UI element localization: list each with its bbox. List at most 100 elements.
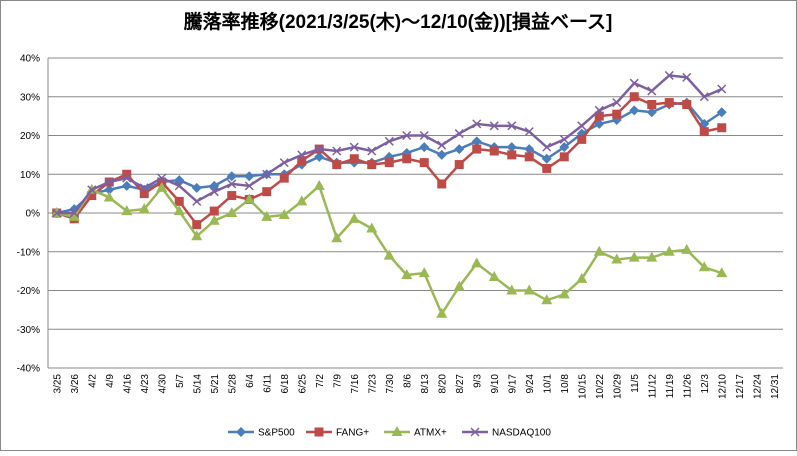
- marker: [419, 142, 430, 153]
- x-tick-label: 12/10: [717, 374, 728, 399]
- marker: [716, 267, 728, 278]
- marker: [244, 181, 254, 191]
- marker: [542, 163, 552, 173]
- marker: [173, 205, 185, 216]
- series: [51, 179, 728, 318]
- marker: [681, 243, 693, 254]
- marker: [488, 270, 500, 281]
- marker: [717, 123, 727, 133]
- x-tick-label: 12/24: [752, 374, 763, 399]
- marker: [559, 142, 570, 153]
- y-tick-label: 0%: [26, 209, 41, 220]
- marker: [297, 150, 307, 160]
- marker: [121, 205, 133, 216]
- x-tick-label: 4/30: [157, 374, 168, 394]
- x-tick-label: 6/4: [245, 374, 256, 388]
- marker: [68, 210, 80, 221]
- marker: [366, 222, 378, 233]
- marker: [524, 127, 534, 137]
- marker: [191, 182, 202, 193]
- marker: [384, 158, 394, 168]
- x-tick-label: 6/25: [297, 374, 308, 394]
- x-tick-label: 10/15: [577, 374, 588, 399]
- marker: [472, 144, 482, 154]
- marker: [524, 152, 534, 162]
- marker: [156, 181, 168, 192]
- marker: [401, 269, 413, 279]
- marker: [314, 151, 325, 162]
- x-tick-label: 8/13: [420, 374, 431, 394]
- x-tick-label: 4/16: [122, 374, 133, 394]
- marker: [226, 207, 238, 217]
- marker: [349, 142, 359, 152]
- marker: [628, 251, 640, 262]
- marker: [209, 206, 219, 216]
- marker: [611, 253, 623, 264]
- marker: [122, 169, 132, 179]
- x-tick-label: 4/23: [140, 374, 151, 394]
- marker: [454, 144, 465, 155]
- marker: [383, 249, 395, 260]
- y-tick-label: -40%: [17, 364, 40, 375]
- marker: [69, 208, 79, 218]
- marker: [699, 127, 709, 137]
- marker: [402, 154, 412, 164]
- x-tick-label: 3/26: [70, 374, 81, 394]
- marker: [594, 111, 604, 121]
- marker: [454, 129, 464, 139]
- marker: [236, 427, 246, 437]
- marker: [506, 142, 517, 153]
- marker: [208, 214, 220, 225]
- marker: [332, 146, 342, 156]
- marker: [278, 208, 290, 219]
- marker: [227, 191, 237, 201]
- marker: [577, 121, 587, 131]
- marker: [243, 193, 255, 204]
- y-tick-label: 30%: [20, 92, 40, 103]
- chart-title: 騰落率推移(2021/3/25(木)～12/10(金))[損益ベース]: [183, 10, 613, 33]
- marker: [122, 173, 132, 183]
- x-tick-label: 9/3: [472, 374, 483, 388]
- x-tick-label: 8/27: [455, 374, 466, 394]
- x-tick-label: 8/6: [402, 374, 413, 388]
- marker: [541, 153, 552, 164]
- x-tick-label: 11/19: [665, 374, 676, 399]
- marker: [138, 203, 150, 214]
- marker: [103, 191, 115, 202]
- x-tick-label: 11/5: [630, 374, 641, 393]
- y-tick-label: 10%: [20, 170, 40, 181]
- marker: [174, 181, 184, 191]
- x-tick-label: 5/28: [227, 374, 238, 394]
- marker: [471, 257, 483, 268]
- marker: [646, 251, 658, 262]
- marker: [717, 84, 727, 94]
- marker: [104, 184, 115, 195]
- marker: [647, 100, 657, 109]
- marker: [716, 107, 727, 118]
- marker: [664, 98, 674, 108]
- marker: [507, 150, 517, 160]
- marker: [262, 169, 272, 179]
- marker: [437, 140, 447, 150]
- marker: [226, 171, 237, 182]
- marker: [314, 144, 324, 154]
- marker: [332, 160, 342, 170]
- legend-label: NASDAQ100: [492, 428, 551, 439]
- marker: [419, 130, 429, 141]
- marker: [471, 136, 482, 147]
- marker: [192, 196, 202, 206]
- marker: [391, 426, 403, 436]
- marker: [682, 100, 692, 109]
- x-tick-label: 9/24: [525, 374, 536, 394]
- marker: [348, 212, 360, 223]
- marker: [594, 105, 604, 115]
- series: [52, 92, 727, 230]
- marker: [664, 70, 674, 80]
- marker: [646, 107, 657, 118]
- legend-label: S&P500: [258, 428, 295, 439]
- marker: [313, 179, 325, 190]
- marker: [698, 261, 710, 272]
- marker: [577, 134, 587, 144]
- x-tick-label: 6/11: [262, 374, 273, 393]
